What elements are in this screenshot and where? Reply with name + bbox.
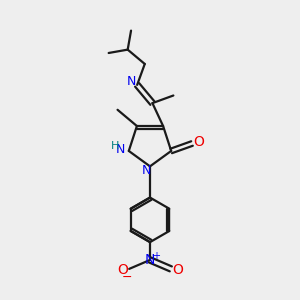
Text: −: −	[122, 271, 132, 284]
Text: N: N	[116, 143, 125, 156]
Text: O: O	[193, 135, 204, 149]
Text: H: H	[111, 141, 120, 151]
Text: O: O	[117, 263, 128, 278]
Text: N: N	[142, 164, 151, 177]
Text: N: N	[145, 253, 155, 267]
Text: +: +	[152, 250, 160, 260]
Text: N: N	[127, 75, 136, 88]
Text: O: O	[172, 263, 183, 278]
